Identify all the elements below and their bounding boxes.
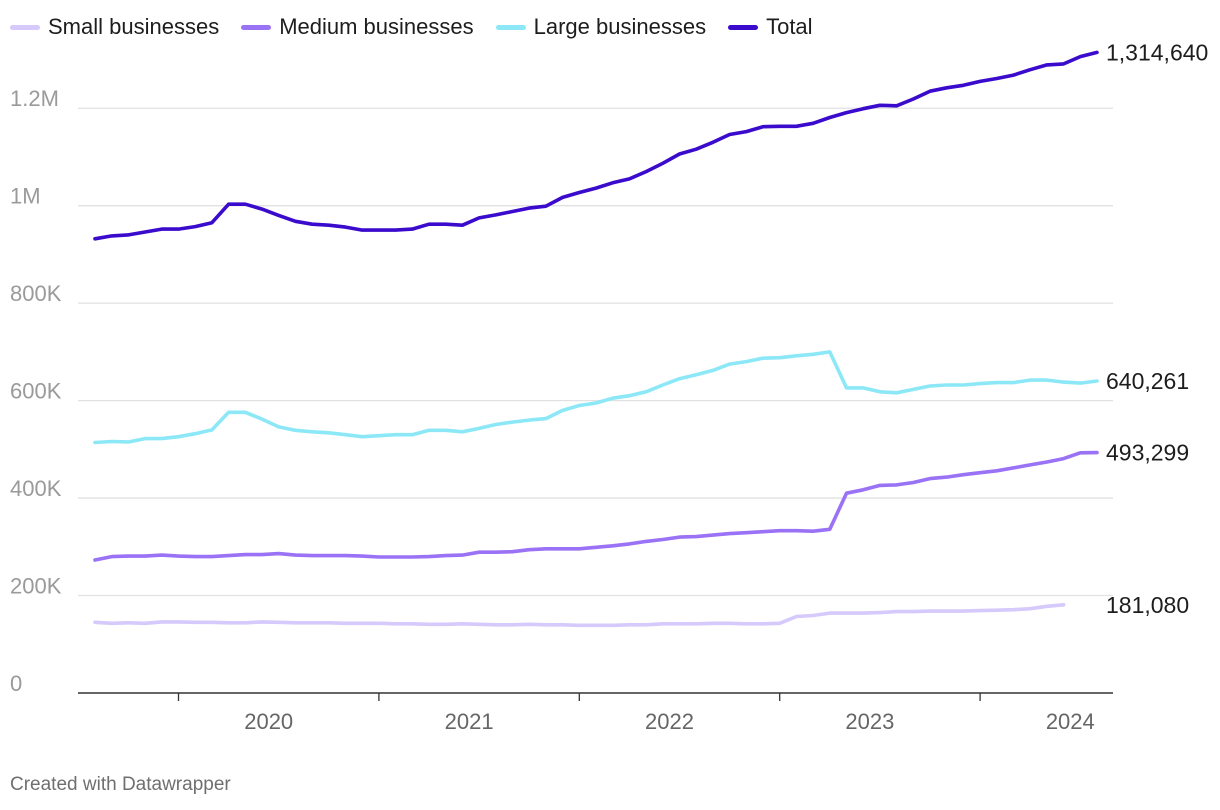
y-tick-label: 1.2M — [10, 86, 59, 111]
end-value-label: 1,314,640 — [1106, 39, 1208, 65]
legend-item-small: Small businesses — [10, 14, 219, 40]
legend-item-total: Total — [728, 14, 813, 40]
y-tick-label: 600K — [10, 379, 62, 404]
legend-swatch-large — [495, 24, 526, 30]
series-line-large-businesses — [93, 350, 1099, 445]
end-value-label: 493,299 — [1106, 440, 1189, 466]
legend-label-medium: Medium businesses — [279, 14, 474, 39]
x-tick-label: 2023 — [845, 709, 894, 734]
y-tick-label: 200K — [10, 574, 62, 599]
y-tick-label: 0 — [10, 671, 22, 696]
end-value-label: 640,261 — [1106, 368, 1189, 394]
x-tick-label: 2024 — [1046, 709, 1095, 734]
legend-swatch-small — [10, 24, 40, 30]
x-tick-label: 2020 — [244, 709, 293, 734]
end-value-label: 181,080 — [1106, 592, 1189, 618]
series-line-small-businesses — [93, 602, 1066, 628]
legend: Small businesses Medium businesses Large… — [10, 14, 835, 40]
y-tick-label: 800K — [10, 281, 62, 306]
x-tick-label: 2021 — [445, 709, 494, 734]
x-tick-label: 2022 — [645, 709, 694, 734]
legend-label-total: Total — [766, 14, 813, 39]
y-tick-label: 1M — [10, 184, 41, 209]
series-line-total — [93, 50, 1099, 241]
legend-label-small: Small businesses — [48, 14, 220, 39]
legend-swatch-total — [728, 24, 759, 30]
legend-item-large: Large businesses — [495, 14, 707, 40]
legend-label-large: Large businesses — [533, 14, 707, 39]
y-tick-label: 400K — [10, 476, 62, 501]
legend-item-medium: Medium businesses — [241, 14, 474, 40]
series-line-medium-businesses — [93, 450, 1099, 562]
legend-swatch-medium — [241, 24, 272, 30]
footer-credit: Created with Datawrapper — [10, 774, 231, 795]
